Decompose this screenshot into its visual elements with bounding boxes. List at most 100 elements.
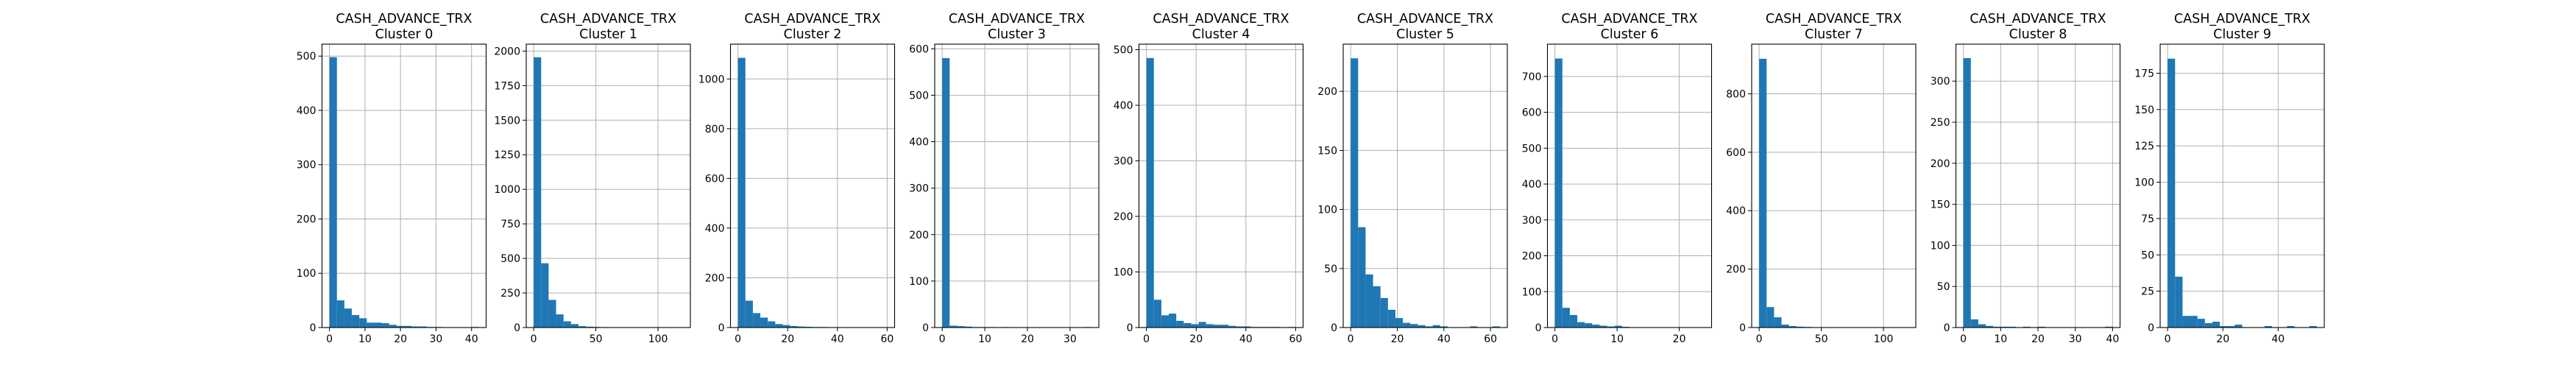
chart-panel-3: 0 10 20 300100200300400500600CASH_ADVANCE_T…	[909, 12, 1100, 345]
x-tick-label: 100	[1874, 333, 1894, 345]
chart-title: CASH_ADVANCE_TRX	[1561, 12, 1697, 26]
histogram-bar	[745, 300, 753, 328]
histogram-bar	[957, 326, 965, 328]
histogram-bar	[1403, 322, 1411, 328]
x-tick-label: 20	[1391, 333, 1404, 345]
histogram-bar	[1592, 325, 1600, 328]
chart-subtitle: Cluster 7	[1805, 27, 1863, 42]
y-tick-label: 200	[1931, 158, 1950, 170]
y-tick-label: 0	[2148, 322, 2154, 334]
histogram-bar	[1213, 325, 1221, 328]
x-tick-label: 0	[326, 333, 333, 345]
chart-subtitle: Cluster 0	[375, 27, 434, 42]
histogram-bar	[2204, 323, 2212, 328]
histogram-bar	[1569, 314, 1578, 328]
y-tick-label: 400	[705, 223, 725, 235]
y-tick-label: 500	[1114, 45, 1133, 57]
x-tick-label: 30	[1064, 333, 1077, 345]
y-tick-label: 1000	[494, 184, 520, 196]
x-tick-label: 40	[831, 333, 844, 345]
y-tick-label: 2000	[494, 46, 520, 57]
histogram-bar	[1562, 308, 1570, 328]
histogram-bar	[942, 57, 950, 328]
y-tick-label: 100	[1317, 205, 1337, 216]
x-tick-label: 10	[978, 333, 991, 345]
y-tick-label: 600	[1522, 107, 1542, 119]
y-tick-label: 200	[1522, 251, 1542, 263]
chart-title: CASH_ADVANCE_TRX	[1970, 12, 2106, 26]
histogram-bar	[1351, 58, 1359, 328]
x-tick-label: 30	[430, 333, 443, 345]
histogram-bar	[1607, 326, 1615, 328]
y-tick-label: 0	[1739, 322, 1746, 334]
y-tick-label: 0	[1331, 322, 1337, 334]
y-tick-label: 100	[909, 276, 929, 288]
histogram-bar	[1358, 227, 1366, 328]
histogram-bar	[1978, 324, 1986, 328]
histogram-bar	[1236, 326, 1244, 328]
histogram-bar	[2008, 326, 2016, 328]
y-tick-label: 300	[909, 183, 929, 195]
y-tick-label: 125	[2134, 141, 2154, 152]
y-tick-label: 600	[1726, 147, 1746, 159]
y-tick-label: 500	[909, 90, 929, 102]
y-tick-label: 500	[1522, 143, 1542, 155]
plot-frame	[2159, 43, 2325, 328]
chart-title: CASH_ADVANCE_TRX	[949, 12, 1085, 26]
histogram-bar	[352, 315, 360, 328]
histogram-bar	[381, 323, 389, 328]
chart-panel-2: 0 20 40 6002004006008001000CASH_ADVANCE_TRX…	[698, 12, 896, 345]
y-tick-label: 100	[1522, 286, 1542, 298]
chart-title: CASH_ADVANCE_TRX	[1766, 12, 1902, 26]
y-tick-label: 600	[909, 43, 929, 55]
histogram-bar	[1418, 325, 1426, 328]
histogram-bar	[1492, 326, 1500, 328]
histogram-bar	[2000, 326, 2009, 328]
histogram-bar	[570, 324, 578, 328]
histogram-bar	[1970, 319, 1978, 328]
y-tick-label: 400	[1726, 205, 1746, 217]
y-tick-label: 400	[1114, 100, 1133, 112]
y-tick-label: 400	[1522, 179, 1542, 191]
histogram-bar	[2023, 326, 2031, 328]
histogram-bar	[1206, 324, 1214, 328]
chart-panel-1: 0 50 100025050075010001250150017502000CASH…	[494, 12, 691, 345]
histogram-bar	[1169, 314, 1177, 328]
y-tick-label: 100	[1114, 267, 1133, 279]
histogram-bar	[578, 326, 587, 328]
x-tick-label: 0	[1143, 333, 1150, 345]
histogram-bar	[1387, 309, 1395, 328]
x-tick-label: 0	[1756, 333, 1763, 345]
chart-title: CASH_ADVANCE_TRX	[1357, 12, 1493, 26]
chart-title: CASH_ADVANCE_TRX	[336, 12, 472, 26]
histogram-bar	[2197, 319, 2205, 328]
histogram-bar	[1365, 274, 1373, 328]
y-tick-label: 75	[2141, 213, 2154, 225]
y-tick-label: 250	[1931, 117, 1950, 129]
x-tick-label: 0	[735, 333, 741, 345]
histogram-bar	[1153, 300, 1161, 328]
histogram-bar	[1221, 325, 1229, 328]
histogram-bar	[541, 263, 549, 328]
histogram-bar	[1759, 58, 1767, 328]
histogram-bar	[329, 57, 337, 328]
y-tick-label: 175	[2134, 68, 2154, 79]
x-tick-label: 40	[2106, 333, 2119, 345]
x-tick-label: 20	[1673, 333, 1686, 345]
y-tick-label: 150	[2134, 105, 2154, 116]
histogram-bar	[359, 318, 367, 328]
y-tick-label: 600	[705, 173, 725, 185]
x-tick-label: 30	[2069, 333, 2082, 345]
x-tick-label: 20	[781, 333, 794, 345]
y-tick-label: 400	[909, 137, 929, 149]
histogram-bar	[2038, 326, 2046, 328]
histogram-bar	[1577, 322, 1585, 328]
y-tick-label: 0	[718, 322, 725, 334]
y-tick-label: 800	[705, 124, 725, 135]
x-tick-label: 20	[1189, 333, 1203, 345]
y-tick-label: 200	[1114, 211, 1133, 223]
histogram-bar	[1373, 286, 1381, 328]
y-tick-label: 200	[705, 272, 725, 284]
y-tick-label: 50	[1937, 281, 1950, 293]
chart-subtitle: Cluster 1	[579, 27, 637, 42]
